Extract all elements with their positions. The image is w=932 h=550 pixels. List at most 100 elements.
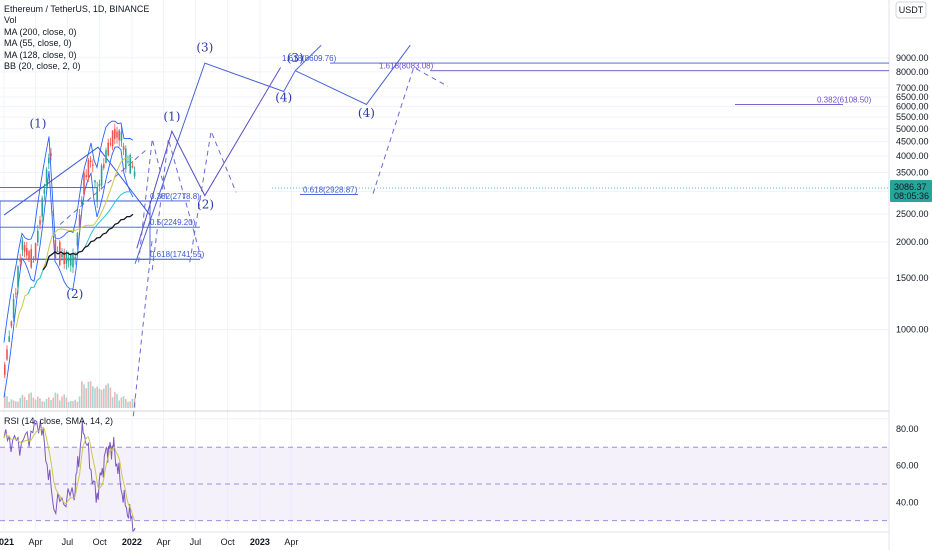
- rsi-sma-line: [3, 426, 136, 522]
- volume-bar: [78, 396, 81, 408]
- candle-body: [103, 164, 105, 168]
- volume-bar: [131, 398, 134, 408]
- projection-lines: [3, 44, 448, 417]
- volume-bar: [122, 396, 125, 408]
- candle-body: [61, 253, 63, 258]
- currency-badge-label: USDT: [899, 5, 924, 15]
- volume-bar: [30, 392, 32, 408]
- price-tick-label: 4000.00: [896, 151, 929, 161]
- volume-bar: [107, 383, 109, 408]
- fib-label: 0.5(2249.20): [150, 218, 196, 227]
- wave-label: (2): [197, 197, 214, 211]
- legend-line: Vol: [4, 15, 17, 26]
- rsi-legend: RSI (14, close, SMA, 14, 2): [4, 416, 114, 426]
- volume-bar: [89, 381, 92, 408]
- volume-bar: [12, 400, 15, 408]
- candle-body: [96, 187, 98, 202]
- candle-body: [15, 293, 17, 295]
- price-tick-label: 2500.00: [896, 209, 929, 219]
- candle-body: [98, 183, 101, 187]
- candle-body: [52, 211, 54, 213]
- candle-body: [111, 130, 114, 147]
- volume-bar: [96, 386, 98, 408]
- volume-bar: [41, 401, 43, 408]
- candle-body: [48, 157, 50, 164]
- candle-body: [131, 165, 134, 168]
- volume-bar: [17, 401, 19, 408]
- price-tick-label: 8000.00: [896, 67, 929, 77]
- time-tick-label: 2023: [250, 537, 270, 547]
- candle-body: [78, 214, 81, 227]
- candle-body: [120, 131, 123, 141]
- fib-label: 0.618(2928.87): [303, 185, 358, 194]
- candle-body: [43, 189, 46, 194]
- volume-bar: [76, 401, 79, 408]
- projection-dashed: [138, 138, 168, 263]
- candle-body: [67, 257, 70, 262]
- candle-body: [34, 243, 37, 259]
- volume-bar: [98, 388, 101, 408]
- price-tick-label: 1500.00: [896, 273, 929, 283]
- candle-body: [122, 146, 125, 150]
- time-tick-label: Apr: [284, 537, 298, 547]
- candle-body: [45, 169, 48, 183]
- price-tick-label: 9000.00: [896, 53, 929, 63]
- volume-bar: [34, 399, 37, 408]
- candle-body: [21, 240, 24, 250]
- volume-bar: [45, 398, 48, 408]
- candle-body: [26, 248, 28, 256]
- legend-line: BB (20, close, 2, 0): [4, 61, 81, 72]
- volume-bar: [74, 399, 76, 408]
- time-tick-label: Jul: [190, 537, 202, 547]
- current-price-value: 3086.37: [894, 182, 927, 192]
- projection-upper: [294, 44, 322, 72]
- ma-200-line: [42, 213, 134, 271]
- candle-body: [19, 259, 21, 262]
- wave-label: (1): [29, 117, 46, 131]
- fib-label: 0.382(2778.8): [150, 192, 200, 201]
- candle-body: [129, 154, 131, 174]
- volume-bar: [39, 398, 41, 408]
- volume-bar: [114, 392, 116, 408]
- wave-label: (4): [275, 91, 292, 105]
- volume-bar: [111, 397, 114, 408]
- volume-bar: [15, 401, 17, 408]
- volume-bar: [59, 400, 61, 408]
- legend-symbol: Ethereum / TetherUS, 1D, BINANCE: [4, 4, 150, 14]
- volume-bar: [72, 401, 74, 408]
- volume-bar: [37, 396, 39, 408]
- volume-bar: [32, 397, 35, 408]
- wave-label: (3): [287, 51, 304, 65]
- price-tick-label: 2000.00: [896, 237, 929, 247]
- volume-bar: [43, 401, 46, 408]
- candle-body: [133, 171, 136, 177]
- candle-body: [105, 150, 107, 163]
- fib-label: 0.618(1741.55): [150, 250, 205, 259]
- volume-bar: [70, 400, 72, 408]
- time-axis: 2021 Apr Jul Oct 2022 Apr Jul Oct 2023 Apr: [0, 537, 298, 547]
- bb-upper: [3, 120, 134, 343]
- projection-dashed: [132, 238, 153, 417]
- candle-body: [12, 298, 15, 318]
- candle-body: [100, 165, 103, 186]
- time-tick-label: Apr: [29, 537, 43, 547]
- candle-body: [50, 153, 52, 156]
- countdown-value: 08:05:36: [894, 191, 929, 201]
- candle-body: [92, 164, 94, 167]
- projection-dashed: [59, 149, 147, 225]
- volume-bar: [23, 396, 26, 408]
- projection-triangle: [3, 146, 151, 216]
- time-tick-label: Jul: [62, 537, 74, 547]
- candle-body: [72, 253, 74, 268]
- volume-bar: [63, 394, 65, 408]
- volume-bar: [125, 399, 127, 408]
- volume-bar: [105, 384, 107, 408]
- rsi-tick-label: 60.00: [896, 461, 919, 471]
- wave-label: (4): [358, 106, 375, 120]
- legend-line: MA (200, close, 0): [4, 26, 77, 37]
- rsi-tick-label: 40.00: [896, 497, 919, 507]
- currency-badge: [895, 1, 927, 19]
- candle-body: [54, 239, 57, 259]
- legend-line: MA (128, close, 0): [4, 49, 77, 60]
